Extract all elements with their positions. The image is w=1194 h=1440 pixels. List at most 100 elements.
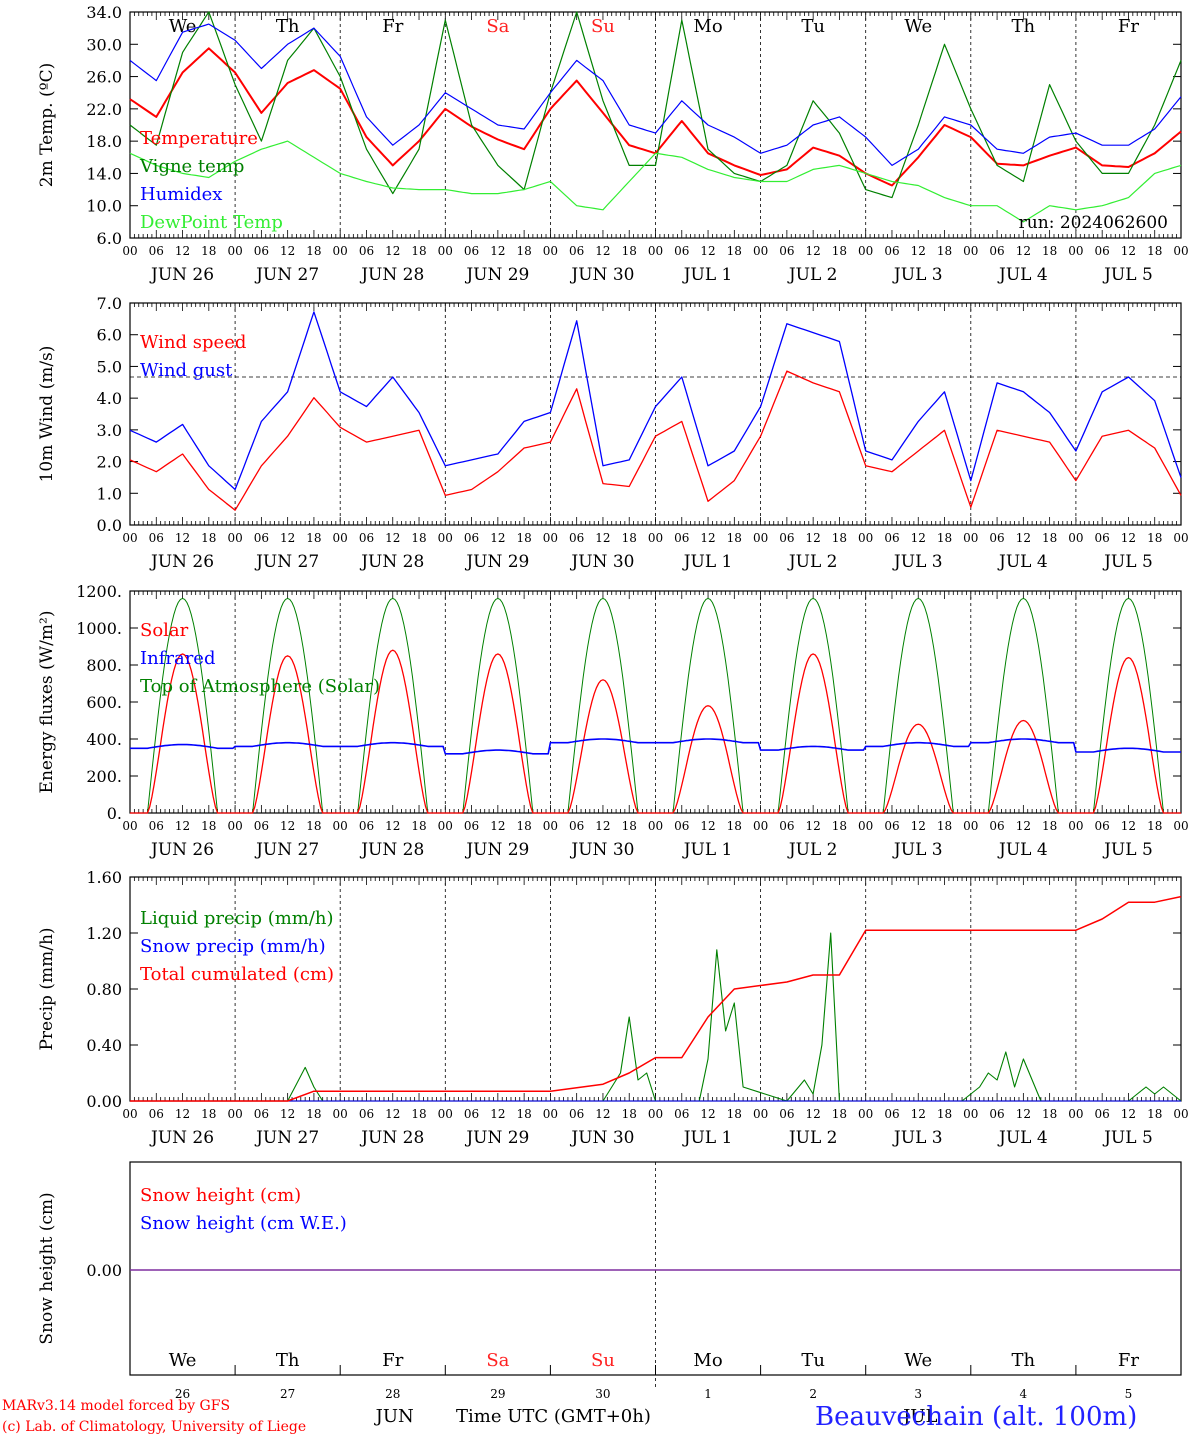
hour-tick-label: 12 [1121,1107,1136,1121]
hour-tick-label: 00 [438,1107,453,1121]
hour-tick-label: 00 [227,244,242,258]
hour-tick-label: 06 [254,1107,269,1121]
y-tick-label: 6.0 [97,326,122,345]
hour-tick-label: 12 [490,531,505,545]
weekday-label: Fr [1118,16,1139,37]
day-axis-label: JUN 30 [569,265,634,285]
day-axis-label: JUL 5 [1102,552,1153,572]
hour-tick-label: 00 [333,819,348,833]
credit-line-2: (c) Lab. of Climatology, University of L… [2,1419,307,1435]
hour-tick-label: 12 [280,244,295,258]
infrared-line [130,738,1181,755]
hour-tick-label: 06 [1095,531,1110,545]
legend-entry: Liquid precip (mm/h) [140,908,334,929]
hour-tick-label: 00 [753,244,768,258]
legend-entry: Top of Atmosphere (Solar) [140,676,380,697]
hour-tick-label: 00 [1068,819,1083,833]
hour-tick-label: 18 [201,244,216,258]
day-axis-label: JUL 4 [997,1128,1048,1148]
hour-tick-label: 00 [333,1107,348,1121]
y-tick-label: 0. [107,804,122,823]
hour-tick-label: 06 [779,1107,794,1121]
y-tick-label: 800. [86,656,122,675]
hour-tick-label: 00 [543,531,558,545]
day-axis-label: JUL 3 [892,1128,943,1148]
y-axis-label: Snow height (cm) [37,1192,57,1344]
day-axis-label: JUN 27 [254,840,319,860]
bottom-day-number: 30 [595,1387,610,1401]
hour-tick-label: 18 [622,1107,637,1121]
day-axis-label: JUN 27 [254,552,319,572]
hour-tick-label: 00 [648,1107,663,1121]
y-tick-label: 30.0 [86,35,122,54]
y-tick-label: 10.0 [86,197,122,216]
bottom-weekday-label: Fr [1118,1350,1139,1371]
hour-tick-label: 18 [1042,1107,1057,1121]
hour-tick-label: 00 [122,531,137,545]
hour-tick-label: 00 [122,1107,137,1121]
hour-tick-label: 18 [832,819,847,833]
y-tick-label: 22.0 [86,100,122,119]
y-tick-label: 3.0 [97,421,122,440]
hour-tick-label: 00 [858,819,873,833]
hour-tick-label: 18 [1042,531,1057,545]
hour-tick-label: 00 [333,531,348,545]
hour-tick-label: 18 [306,819,321,833]
y-tick-label: 7.0 [97,294,122,313]
day-axis-label: JUN 30 [569,1128,634,1148]
legend-entry: Vigne temp [139,156,244,177]
temp-series-line [129,23,1182,166]
weekday-label: Sa [486,16,509,37]
hour-tick-label: 00 [122,244,137,258]
wind-series-line [129,311,1182,491]
y-tick-label: 0.00 [86,1092,122,1111]
weekday-label: We [904,16,932,37]
day-axis-label: JUN 30 [569,840,634,860]
day-axis-label: JUL 5 [1102,265,1153,285]
y-tick-label: 4.0 [97,389,122,408]
hour-tick-label: 06 [779,819,794,833]
hour-tick-label: 18 [1147,819,1162,833]
day-axis-label: JUL 1 [682,1128,733,1148]
hour-tick-label: 06 [884,531,899,545]
weekday-label: We [169,16,197,37]
hour-tick-label: 18 [727,819,742,833]
hour-tick-label: 12 [911,1107,926,1121]
hour-tick-label: 06 [149,1107,164,1121]
hour-tick-label: 06 [779,531,794,545]
hour-tick-label: 06 [359,244,374,258]
y-axis-label: 10m Wind (m/s) [37,346,57,483]
hour-tick-label: 00 [753,819,768,833]
hour-tick-label: 18 [1042,819,1057,833]
hour-tick-label: 00 [227,531,242,545]
hour-tick-label: 18 [1042,244,1057,258]
day-axis-label: JUL 2 [787,552,838,572]
hour-tick-label: 00 [227,819,242,833]
hour-tick-label: 18 [937,244,952,258]
hour-tick-label: 06 [149,531,164,545]
hour-tick-label: 12 [595,1107,610,1121]
hour-tick-label: 12 [385,819,400,833]
y-tick-label: 34.0 [86,3,122,22]
day-axis-label: JUL 2 [787,265,838,285]
bottom-weekday-label: Fr [382,1350,403,1371]
hour-tick-label: 06 [674,1107,689,1121]
hour-tick-label: 12 [385,531,400,545]
day-axis-label: JUL 4 [997,552,1048,572]
day-axis-label: JUN 29 [464,1128,529,1148]
hour-tick-label: 00 [1068,531,1083,545]
bottom-day-number: 27 [280,1387,295,1401]
hour-tick-label: 06 [254,244,269,258]
y-tick-label: 26.0 [86,68,122,87]
weekday-label: Fr [382,16,403,37]
hour-tick-label: 00 [333,244,348,258]
y-tick-label: 6.0 [97,229,122,248]
bottom-weekday-label: Tu [801,1350,825,1371]
hour-tick-label: 12 [806,531,821,545]
y-tick-label: 0.00 [86,1261,122,1280]
hour-tick-label: 18 [201,1107,216,1121]
hour-tick-label: 12 [595,244,610,258]
hour-tick-label: 12 [700,531,715,545]
hour-tick-label: 12 [911,244,926,258]
